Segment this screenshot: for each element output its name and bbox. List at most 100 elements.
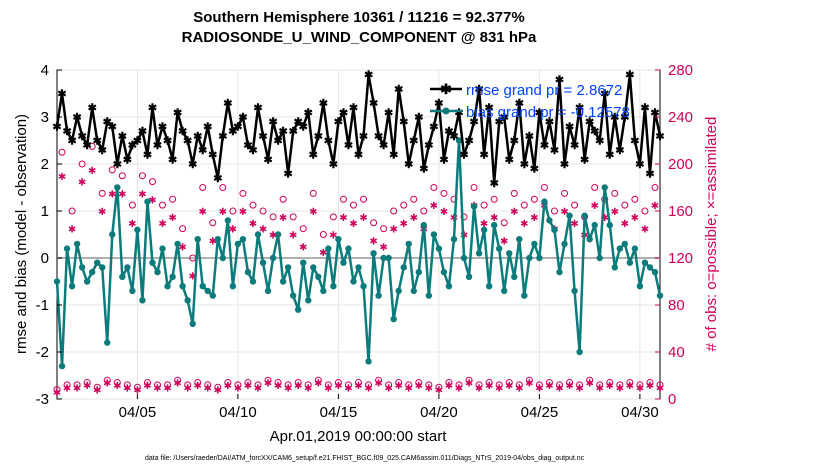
rmse-point: ✱ xyxy=(304,107,313,119)
rmse-point: ✱ xyxy=(480,150,489,162)
x-axis-label: Apr.01,2019 00:00:00 start xyxy=(270,428,448,445)
bias-point xyxy=(526,254,533,262)
rmse-point: ✱ xyxy=(540,140,549,152)
rmse-point: ✱ xyxy=(113,159,122,171)
x-axis-ticks: 04/05 04/10 04/15 04/20 04/25 04/30 xyxy=(119,394,659,421)
obs-assimilated-point: ✱ xyxy=(204,383,212,394)
bias-point xyxy=(229,283,237,290)
rmse-point: ✱ xyxy=(530,164,539,176)
rmse-point: ✱ xyxy=(625,70,634,82)
bias-point xyxy=(164,283,171,290)
bias-point xyxy=(490,221,498,229)
rmse-point: ✱ xyxy=(319,98,328,110)
obs-possible-point xyxy=(626,379,634,387)
obs-assimilated-point: ✱ xyxy=(425,383,433,394)
x-tick-label: 04/25 xyxy=(521,404,559,421)
rmse-point: ✱ xyxy=(485,103,494,115)
obs-assimilated-point: ✱ xyxy=(319,248,327,259)
bias-point xyxy=(63,245,71,252)
x-tick-label: 04/15 xyxy=(320,404,358,421)
bias-point xyxy=(194,236,201,243)
obs-assimilated-point: ✱ xyxy=(93,386,101,397)
obs-assimilated-point: ✱ xyxy=(188,272,196,283)
obs-assimilated-point: ✱ xyxy=(379,242,387,253)
obs-possible-point xyxy=(415,379,423,387)
bias-point xyxy=(541,198,548,205)
obs-assimilated-point: ✱ xyxy=(158,219,166,230)
obs-assimilated-point: ✱ xyxy=(369,236,377,247)
rmse-point: ✱ xyxy=(404,159,413,171)
obs-assimilated-point: ✱ xyxy=(289,231,297,242)
rmse-point: ✱ xyxy=(279,126,288,138)
bias-point xyxy=(576,348,583,356)
rmse-point: ✱ xyxy=(168,154,177,166)
obs-assimilated-point: ✱ xyxy=(631,213,639,224)
rmse-point: ✱ xyxy=(364,70,373,82)
bias-point xyxy=(511,273,518,280)
rmse-point: ✱ xyxy=(495,117,504,129)
obs-assimilated-point: ✱ xyxy=(606,381,614,392)
bias-point xyxy=(596,254,603,262)
bias-point xyxy=(310,264,317,271)
rmse-point: ✱ xyxy=(354,150,363,162)
plot-area xyxy=(56,69,661,400)
obs-possible-point xyxy=(355,379,362,387)
obs-possible-point xyxy=(184,381,192,389)
obs-possible-point xyxy=(385,381,393,389)
obs-assimilated-point: ✱ xyxy=(344,383,352,394)
obs-possible-point xyxy=(118,172,126,180)
rmse-point: ✱ xyxy=(198,145,207,157)
obs-possible-point xyxy=(143,379,151,387)
bias-point xyxy=(104,339,111,346)
bias-point xyxy=(209,292,216,299)
obs-possible-point xyxy=(405,381,413,389)
obs-possible-point xyxy=(375,376,383,384)
rmse-point: ✱ xyxy=(103,117,112,129)
rmse-point: ✱ xyxy=(525,131,534,143)
bias-point xyxy=(616,245,623,252)
bias-point xyxy=(199,283,206,290)
obs-assimilated-point: ✱ xyxy=(455,383,463,394)
obs-assimilated-point: ✱ xyxy=(304,383,312,394)
obs-possible-point xyxy=(254,381,262,389)
rmse-point: ✱ xyxy=(535,107,544,119)
obs-assimilated-point: ✱ xyxy=(440,207,448,218)
obs-assimilated-point: ✱ xyxy=(269,231,277,242)
footer-data-file: data file: /Users/raeder/DAI/ATM_forcXX/… xyxy=(145,455,585,462)
x-tick-label: 04/05 xyxy=(119,404,157,421)
bias-point xyxy=(269,254,277,262)
obs-assimilated-point: ✱ xyxy=(103,379,111,390)
obs-possible-point xyxy=(53,386,61,394)
rmse-point: ✱ xyxy=(490,178,499,190)
obs-possible-point xyxy=(440,189,448,197)
obs-possible-point xyxy=(269,213,277,221)
rmse-point: ✱ xyxy=(635,159,644,171)
obs-possible-point xyxy=(591,184,599,191)
bias-point xyxy=(234,240,242,248)
bias-point xyxy=(320,287,327,295)
rmse-point: ✱ xyxy=(449,131,458,143)
obs-assimilated-point: ✱ xyxy=(219,207,227,218)
rmse-point: ✱ xyxy=(178,126,187,138)
bias-point xyxy=(73,240,81,248)
rmse-point: ✱ xyxy=(414,112,423,124)
obs-possible-point xyxy=(78,160,86,168)
bias-point xyxy=(94,259,101,266)
rmse-point: ✱ xyxy=(108,121,117,133)
obs-possible-point xyxy=(179,225,187,233)
rmse-point: ✱ xyxy=(67,136,76,148)
bias-point xyxy=(184,297,191,304)
bias-point xyxy=(531,240,538,248)
obs-possible-point xyxy=(324,381,332,389)
obs-possible-point xyxy=(611,189,619,197)
obs-possible-point xyxy=(279,195,287,203)
obs-possible-point xyxy=(58,148,66,156)
obs-possible-point xyxy=(68,207,76,215)
obs-assimilated-point: ✱ xyxy=(430,201,438,212)
rmse-point: ✱ xyxy=(62,126,71,138)
rmse-point: ✱ xyxy=(158,121,167,133)
rmse-point: ✱ xyxy=(615,145,624,157)
bias-point xyxy=(395,287,402,295)
obs-assimilated-point: ✱ xyxy=(58,172,66,183)
